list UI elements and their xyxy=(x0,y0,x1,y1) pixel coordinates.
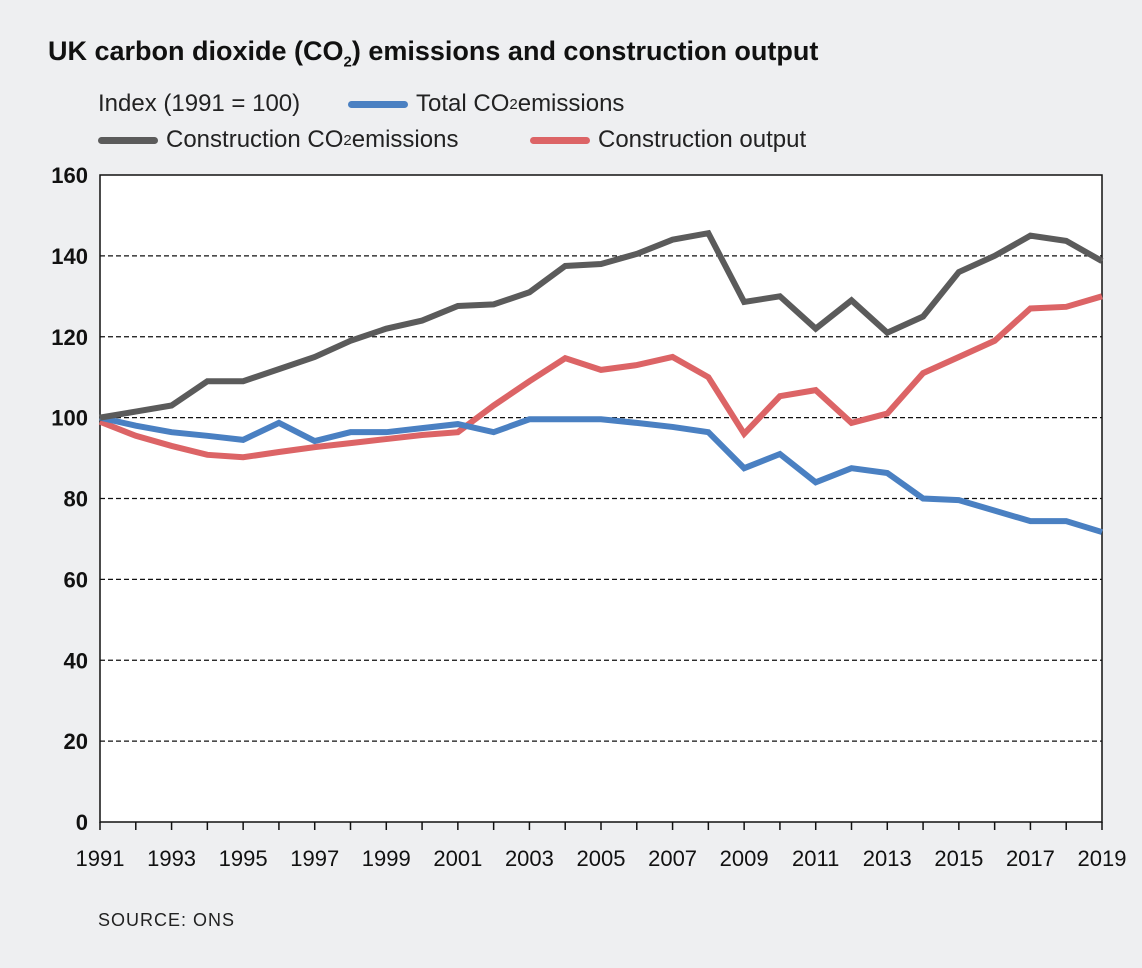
x-tick-label: 2001 xyxy=(433,846,482,871)
y-tick-label: 40 xyxy=(64,648,88,673)
x-tick-label: 2019 xyxy=(1078,846,1127,871)
legend-total-co2: Total CO 2 emissions xyxy=(348,90,624,118)
y-tick-label: 120 xyxy=(51,325,88,350)
series-line-total-co2-emissions xyxy=(99,414,1103,535)
x-tick-label: 2009 xyxy=(720,846,769,871)
legend-swatch-gray xyxy=(98,136,158,144)
x-tick-label: 1997 xyxy=(290,846,339,871)
y-tick-label: 0 xyxy=(76,810,88,835)
y-tick-label: 80 xyxy=(64,487,88,512)
source-note: SOURCE: ONS xyxy=(98,910,236,930)
legend-swatch-red xyxy=(530,136,590,144)
series-line-construction-output xyxy=(98,293,1103,461)
y-tick-label: 60 xyxy=(64,567,88,592)
y-tick-label: 160 xyxy=(51,163,88,188)
y-tick-label: 140 xyxy=(51,244,88,269)
legend-construction-co2: Construction CO 2 emissions xyxy=(98,126,458,154)
x-tick-label: 2015 xyxy=(934,846,983,871)
x-tick-label: 2011 xyxy=(792,846,839,871)
x-tick-label: 1995 xyxy=(219,846,268,871)
legend-construction-output: Construction output xyxy=(530,126,806,154)
x-tick-label: 2005 xyxy=(577,846,626,871)
legend-swatch-blue xyxy=(348,100,408,108)
x-tick-label: 2013 xyxy=(863,846,912,871)
chart-title: UK carbon dioxide (CO2) emissions and co… xyxy=(48,36,819,71)
x-tick-label: 1991 xyxy=(76,846,125,871)
x-tick-label: 2007 xyxy=(648,846,697,871)
x-tick-label: 1993 xyxy=(147,846,196,871)
x-tick-label: 1999 xyxy=(362,846,411,871)
y-tick-label: 20 xyxy=(64,729,88,754)
y-tick-label: 100 xyxy=(51,406,88,431)
x-tick-label: 2003 xyxy=(505,846,554,871)
series-line-construction-co2-emissions xyxy=(99,229,1104,421)
x-tick-label: 2017 xyxy=(1006,846,1055,871)
y-axis-label: Index (1991 = 100) xyxy=(98,90,301,117)
